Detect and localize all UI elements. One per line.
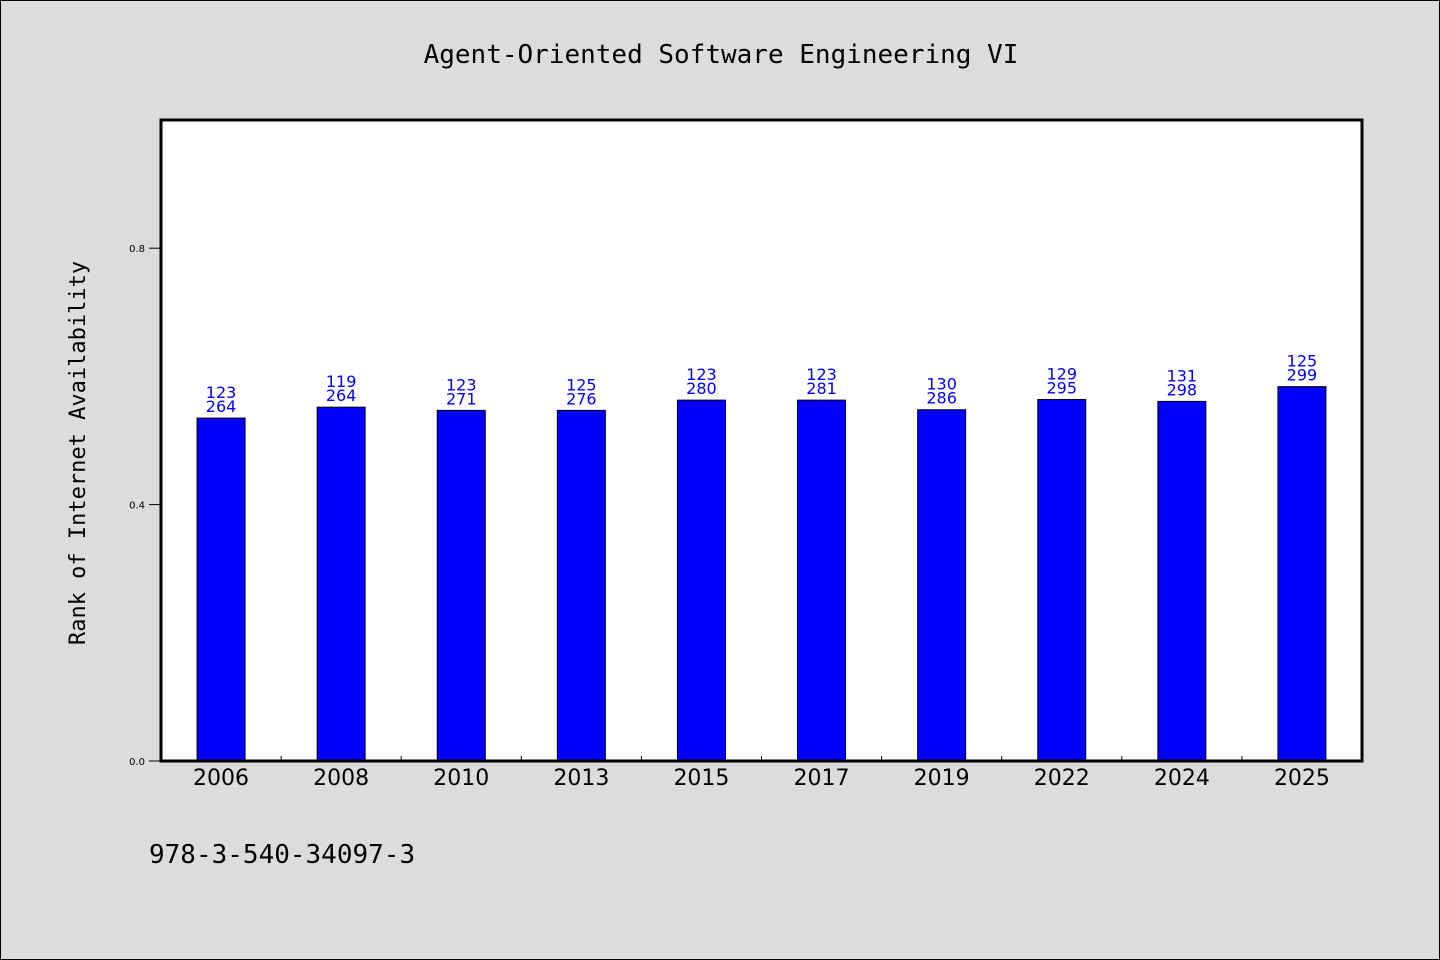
data-label-top-2017: 123 — [806, 365, 837, 384]
isbn-footnote: 978-3-540-34097-3 — [149, 840, 415, 870]
y-tick-label: 0.8 — [129, 244, 145, 255]
data-label-bottom-2025: 299 — [1287, 366, 1318, 385]
x-tick-label-2015: 2015 — [673, 766, 729, 791]
data-label-bottom-2010: 271 — [446, 389, 477, 408]
chart-title: Agent-Oriented Software Engineering VI — [424, 40, 1019, 70]
x-tick-label-2010: 2010 — [433, 766, 489, 791]
data-label-bottom-2022: 295 — [1046, 378, 1077, 397]
bars-group — [196, 386, 1327, 762]
y-tick-label: 0.0 — [129, 757, 145, 768]
data-label-bottom-2008: 264 — [326, 386, 357, 405]
bar-2008 — [316, 406, 366, 762]
bar-2015 — [676, 399, 726, 762]
data-label-bottom-2015: 280 — [686, 379, 717, 398]
x-tick-label-2008: 2008 — [313, 766, 369, 791]
ticks-group: 2006 2008 2010 2013 2015 2017 2019 2022 2024 2025… — [129, 244, 1330, 791]
bar-2024 — [1157, 400, 1207, 762]
bar-2010 — [436, 409, 486, 762]
data-label-bottom-2019: 286 — [926, 389, 957, 408]
bar-2006 — [196, 417, 246, 762]
data-label-top-2015: 123 — [686, 365, 717, 384]
data-label-bottom-2017: 281 — [806, 379, 837, 398]
x-tick-label-2019: 2019 — [914, 766, 970, 791]
bar-2025 — [1277, 386, 1327, 762]
data-label-bottom-2006: 264 — [206, 397, 237, 416]
bar-2022 — [1037, 398, 1087, 762]
data-label-top-2006: 123 — [206, 383, 237, 402]
y-tick-label: 0.4 — [129, 501, 145, 512]
x-tick-label-2013: 2013 — [553, 766, 609, 791]
y-axis-label: Rank of Internet Availability — [66, 261, 91, 645]
data-label-bottom-2013: 276 — [566, 389, 597, 408]
x-tick-label-2022: 2022 — [1034, 766, 1090, 791]
data-label-bottom-2024: 298 — [1167, 380, 1198, 399]
data-label-top-2019: 130 — [926, 375, 957, 394]
x-tick-label-2017: 2017 — [794, 766, 850, 791]
bar-2013 — [556, 409, 606, 762]
bar-2019 — [917, 409, 967, 762]
data-label-top-2022: 129 — [1046, 364, 1077, 383]
data-label-top-2008: 119 — [326, 372, 357, 391]
plot-border — [159, 118, 1364, 763]
bar-2017 — [797, 399, 847, 762]
x-tick-label-2006: 2006 — [193, 766, 249, 791]
x-tick-label-2024: 2024 — [1154, 766, 1210, 791]
data-label-top-2013: 125 — [566, 375, 597, 394]
data-label-top-2024: 131 — [1167, 366, 1198, 385]
data-label-top-2025: 125 — [1287, 352, 1318, 371]
data-label-top-2010: 123 — [446, 375, 477, 394]
x-tick-label-2025: 2025 — [1274, 766, 1330, 791]
